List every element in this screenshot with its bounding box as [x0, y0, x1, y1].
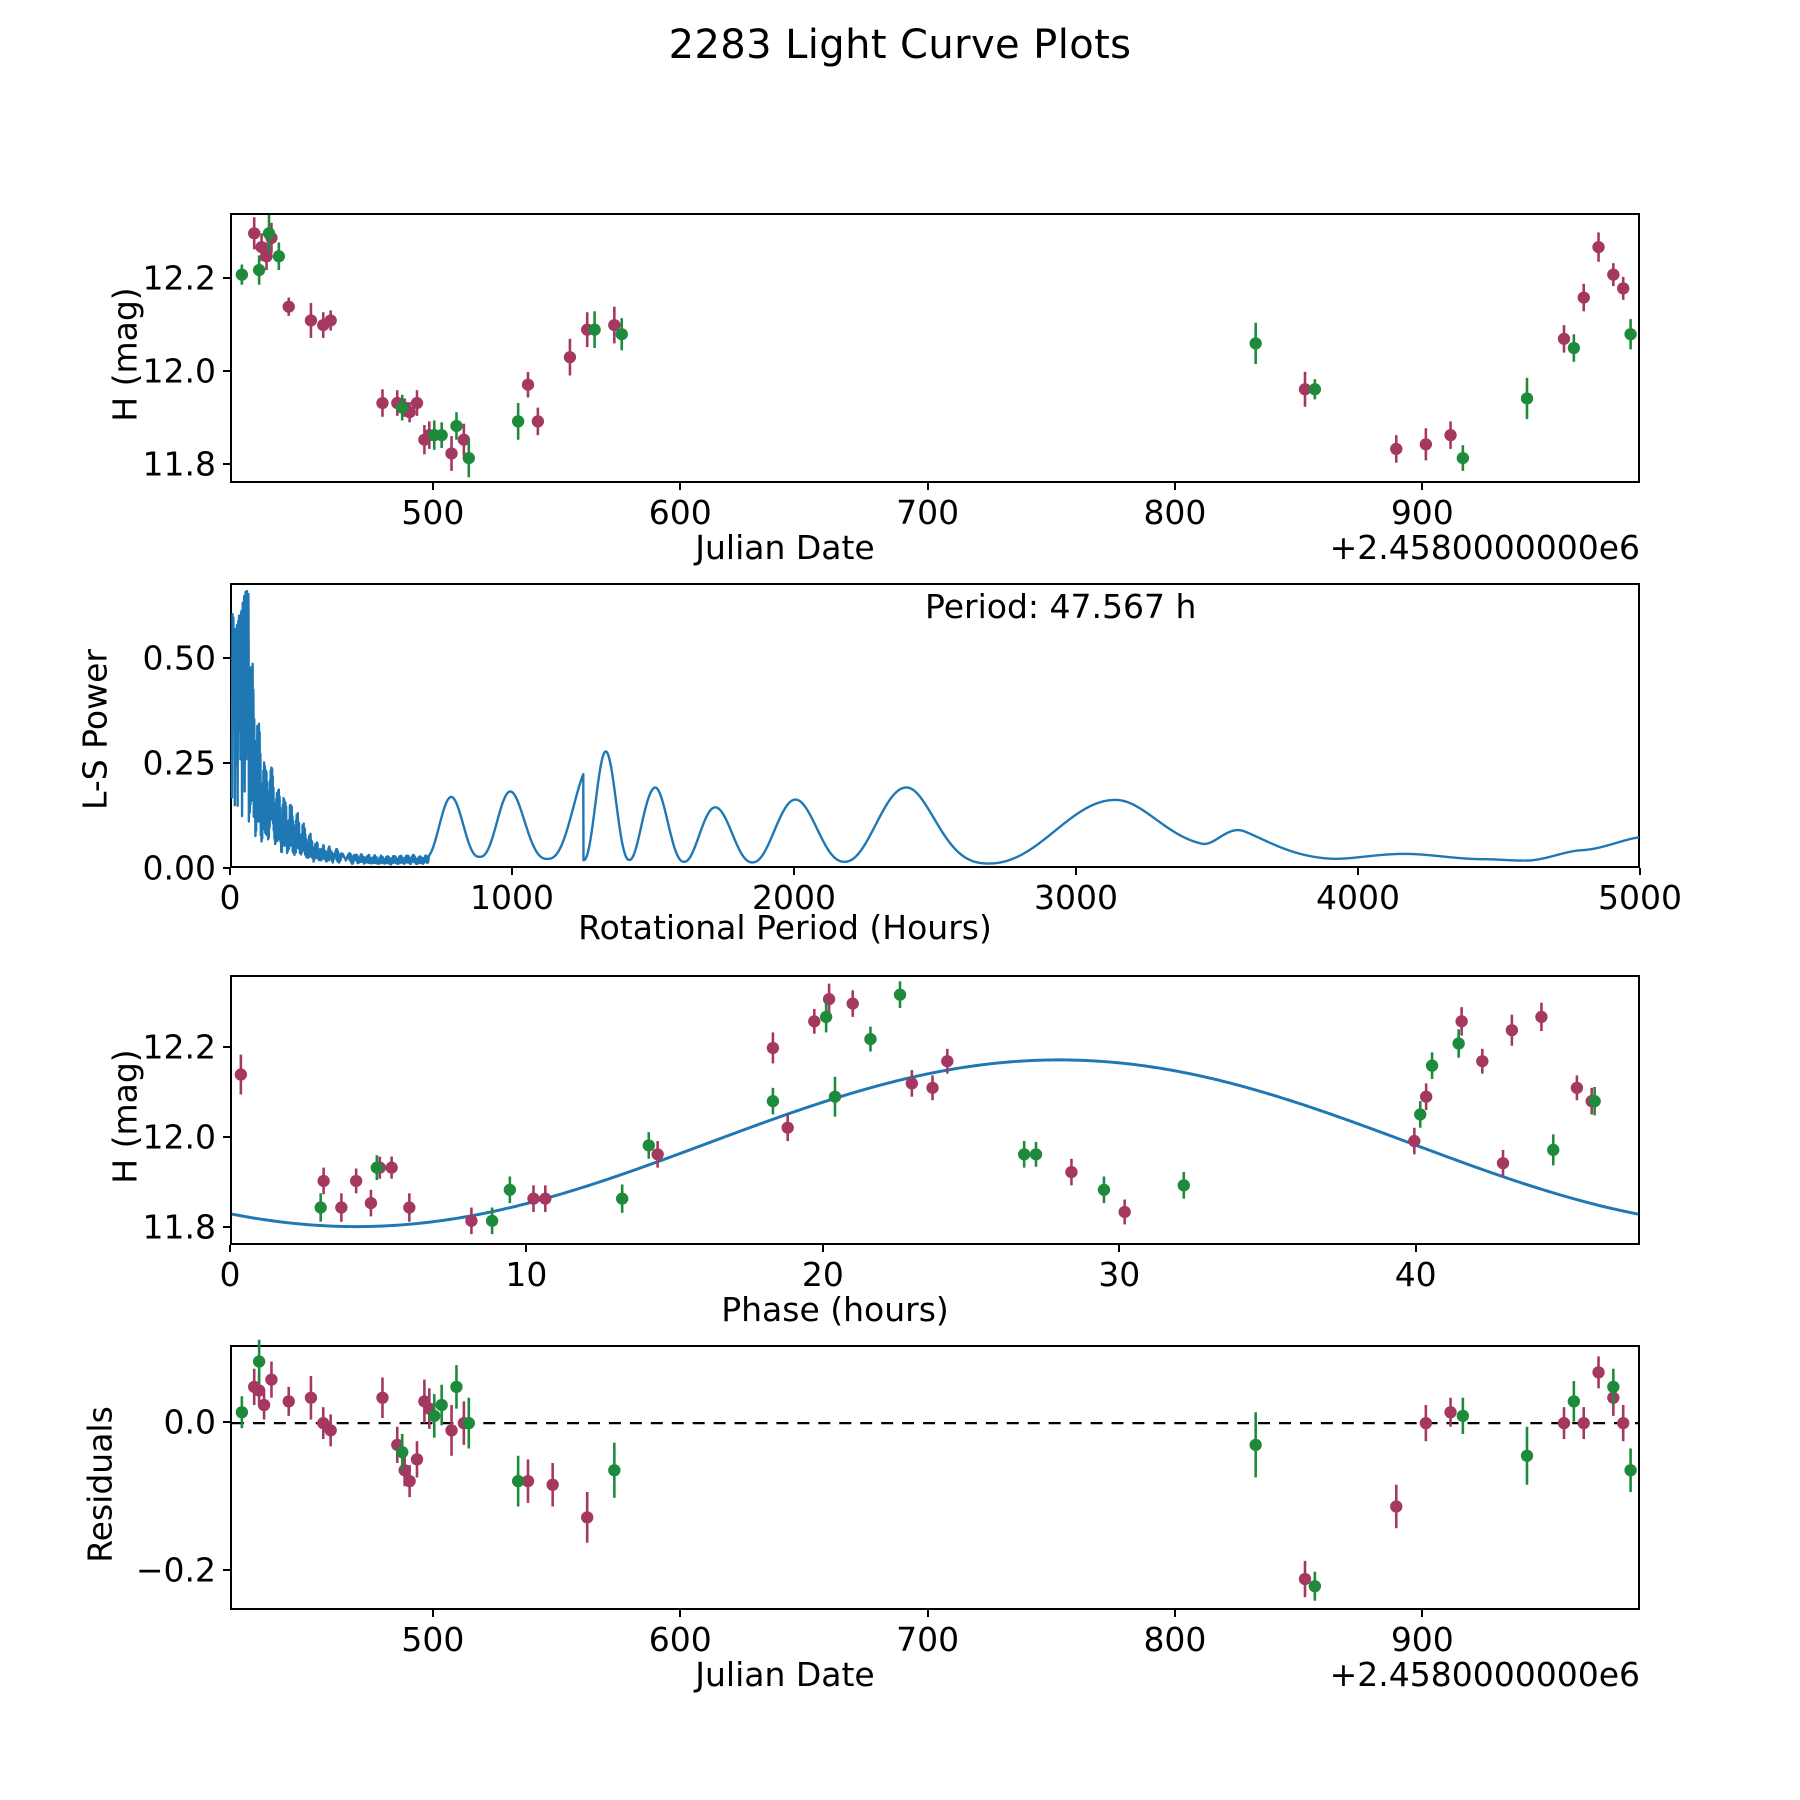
- data-series-band-green: [235, 215, 1637, 478]
- data-series-band-green: [314, 981, 1601, 1235]
- periodogram-curve: [230, 589, 1640, 866]
- axis-tick-label: 4000: [1316, 878, 1400, 917]
- light-curve-panel: [230, 213, 1640, 483]
- axis-tick-label: 500: [401, 1620, 465, 1659]
- axis-tick-label: 11.8: [142, 444, 216, 484]
- axis-tick-mark: [679, 1610, 682, 1617]
- axis-tick-label: 11.8: [142, 1207, 216, 1247]
- axis-tick-mark: [223, 463, 230, 466]
- axis-tick-label: 1000: [470, 878, 554, 917]
- axis-tick-mark: [926, 483, 929, 490]
- residuals-panel: [230, 1339, 1640, 1610]
- axis-tick-mark: [679, 483, 682, 490]
- axis-tick-mark: [1173, 483, 1176, 490]
- axis-tick-label: 900: [1390, 493, 1454, 532]
- axis-tick-label: 12.2: [142, 258, 216, 298]
- period-annotation: Period: 47.567 h: [925, 587, 1197, 626]
- axis-tick-mark: [223, 1226, 230, 1228]
- axis-tick-label: 900: [1390, 1620, 1454, 1659]
- phase-folded-panel: [230, 975, 1640, 1245]
- axis-tick-mark: [821, 1245, 824, 1252]
- data-series-band-purple: [248, 1356, 1630, 1598]
- periodogram-plot-area: [230, 589, 1640, 866]
- axis-tick-label: 700: [896, 1620, 960, 1659]
- axis-tick-mark: [511, 868, 513, 875]
- axis-tick-mark: [1357, 868, 1359, 875]
- axis-tick-mark: [223, 1136, 230, 1138]
- figure-title: 2283 Light Curve Plots: [668, 22, 1132, 68]
- axis-tick-label: 3000: [1034, 878, 1118, 917]
- axis-tick-label: −0.2: [135, 1550, 216, 1589]
- axis-tick-label: 5000: [1598, 878, 1682, 917]
- axis-tick-label: 30: [1098, 1255, 1141, 1294]
- axis-tick-mark: [223, 1046, 230, 1048]
- periodogram-xlabel: Rotational Period (Hours): [578, 908, 992, 947]
- axis-tick-label: 0: [219, 878, 241, 917]
- data-series-band-purple: [234, 983, 1598, 1235]
- axis-tick-label: 20: [801, 1255, 844, 1294]
- axis-tick-label: 40: [1394, 1255, 1437, 1294]
- axis-tick-mark: [1421, 483, 1424, 490]
- residuals-xlabel: Julian Date: [695, 1655, 875, 1694]
- axis-tick-label: 500: [401, 493, 465, 532]
- sine-fit-curve: [231, 1058, 1639, 1229]
- axis-tick-label: 0.00: [142, 848, 216, 888]
- axis-tick-label: 0.25: [142, 743, 216, 783]
- axis-tick-mark: [229, 868, 231, 875]
- axis-tick-mark: [1421, 1610, 1424, 1617]
- residuals-offset-text: +2.4580000000e6: [1329, 1655, 1640, 1694]
- phase-folded-xlabel: Phase (hours): [721, 1290, 949, 1329]
- axis-tick-mark: [1414, 1245, 1417, 1252]
- axis-tick-label: 600: [648, 1620, 712, 1659]
- axis-tick-mark: [223, 370, 230, 373]
- axis-tick-label: 0.0: [163, 1402, 216, 1442]
- axis-tick-mark: [223, 277, 230, 280]
- residuals-ylabel: Residuals: [80, 1406, 120, 1563]
- axis-tick-mark: [1075, 868, 1077, 875]
- axis-tick-mark: [223, 867, 230, 869]
- phase-folded-plot-area: [231, 981, 1639, 1235]
- axis-tick-mark: [1173, 1610, 1176, 1617]
- axis-tick-mark: [431, 483, 434, 490]
- axis-tick-mark: [223, 1421, 230, 1424]
- axis-tick-mark: [793, 868, 795, 875]
- axis-tick-mark: [1639, 868, 1641, 875]
- axis-tick-mark: [926, 1610, 929, 1617]
- axis-tick-label: 0: [219, 1255, 241, 1294]
- axis-tick-mark: [223, 1568, 230, 1571]
- periodogram-panel: [230, 583, 1640, 868]
- residuals-plot-area: [232, 1339, 1638, 1601]
- axis-tick-label: 12.0: [142, 1117, 216, 1157]
- axis-tick-mark: [1118, 1245, 1121, 1252]
- light-curve-offset-text: +2.4580000000e6: [1329, 528, 1640, 567]
- axis-tick-label: 700: [896, 493, 960, 532]
- axis-tick-label: 12.2: [142, 1027, 216, 1067]
- axis-tick-label: 12.0: [142, 351, 216, 391]
- axis-tick-label: 0.50: [142, 638, 216, 678]
- axis-tick-mark: [229, 1245, 231, 1252]
- axis-tick-label: 600: [648, 493, 712, 532]
- axis-tick-mark: [525, 1245, 528, 1252]
- axis-tick-label: 10: [505, 1255, 548, 1294]
- data-series-band-green: [235, 1339, 1637, 1601]
- light-curve-plot-area: [235, 215, 1637, 478]
- axis-tick-label: 800: [1143, 1620, 1207, 1659]
- axis-tick-mark: [431, 1610, 434, 1617]
- axis-tick-label: 800: [1143, 493, 1207, 532]
- axis-tick-mark: [223, 657, 230, 660]
- light-curve-xlabel: Julian Date: [695, 528, 875, 567]
- axis-tick-label: 2000: [752, 878, 836, 917]
- axis-tick-mark: [223, 762, 230, 765]
